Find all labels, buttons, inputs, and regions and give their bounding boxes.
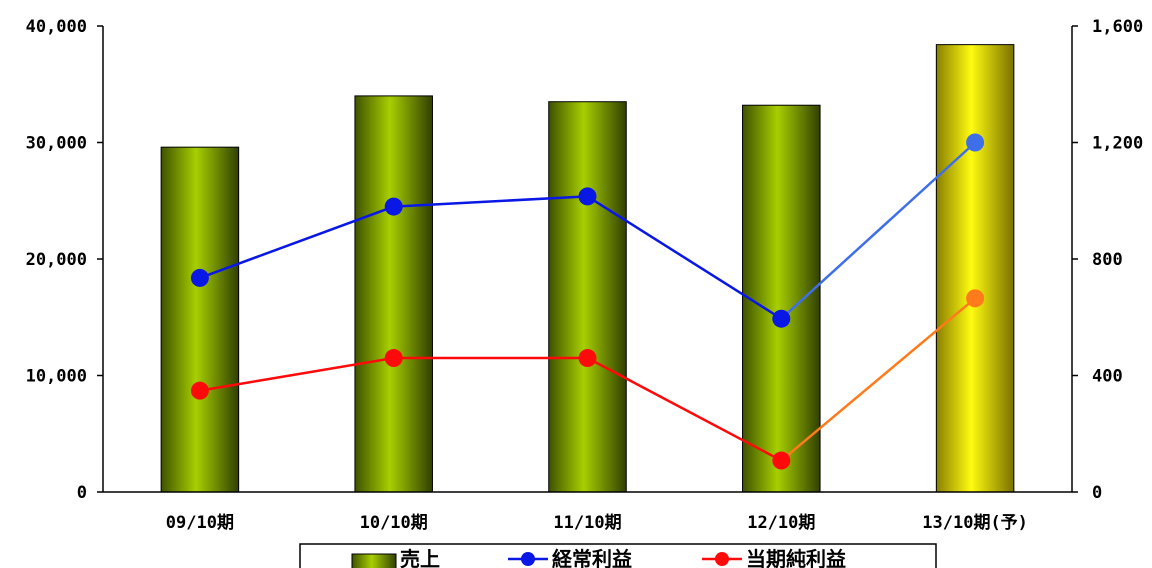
legend-marker-net-profit	[715, 552, 729, 566]
left-tick-label-3: 30,000	[26, 134, 87, 154]
category-label-3: 12/10期	[747, 513, 815, 533]
legend-box	[299, 543, 937, 568]
line-segment-ordinary-profit-0	[199, 205, 395, 280]
point-net-profit-2	[578, 349, 597, 368]
legend-label-ordinary-profit: 経常利益	[552, 547, 632, 568]
point-net-profit-1	[384, 349, 403, 368]
point-ordinary-profit-1	[384, 197, 403, 216]
line-segment-ordinary-profit-1	[393, 195, 588, 208]
right-tick-label-0: 0	[1092, 483, 1102, 503]
legend: 売上 経常利益 当期純利益	[299, 543, 937, 568]
right-tick-label-1: 400	[1092, 367, 1123, 387]
line-segment-ordinary-profit-3	[780, 141, 976, 320]
bar-sales-4	[935, 44, 1015, 493]
point-ordinary-profit-2	[578, 187, 597, 206]
point-net-profit-0	[190, 381, 209, 400]
right-tick-label-4: 1,600	[1092, 17, 1143, 37]
point-ordinary-profit-0	[190, 268, 209, 287]
left-tick-label-1: 10,000	[26, 367, 87, 387]
legend-label-net-profit: 当期純利益	[746, 547, 846, 568]
point-ordinary-profit-3	[772, 309, 791, 328]
category-label-2: 11/10期	[553, 513, 621, 533]
line-segment-net-profit-3	[780, 297, 976, 462]
right-tick-label-3: 1,200	[1092, 134, 1143, 154]
bar-sales-2	[548, 101, 627, 493]
category-label-1: 10/10期	[360, 513, 428, 533]
legend-marker-ordinary-profit	[521, 552, 535, 566]
right-tick-label-2: 800	[1092, 250, 1123, 270]
point-net-profit-3	[772, 451, 791, 470]
legend-swatch-sales	[351, 553, 397, 568]
legend-label-sales: 売上	[400, 547, 440, 568]
point-net-profit-4	[966, 289, 985, 308]
point-ordinary-profit-4	[966, 133, 985, 152]
line-segment-ordinary-profit-2	[586, 195, 782, 320]
line-segment-net-profit-2	[586, 356, 782, 462]
bar-sales-0	[160, 146, 240, 493]
category-label-0: 09/10期	[166, 513, 234, 533]
line-segment-net-profit-0	[199, 356, 394, 392]
bar-sales-3	[742, 104, 821, 493]
left-tick-label-4: 40,000	[26, 17, 87, 37]
bar-sales-1	[354, 95, 433, 493]
left-tick-label-2: 20,000	[26, 250, 87, 270]
category-label-4: 13/10期(予)	[922, 513, 1028, 533]
left-tick-label-0: 0	[77, 483, 87, 503]
